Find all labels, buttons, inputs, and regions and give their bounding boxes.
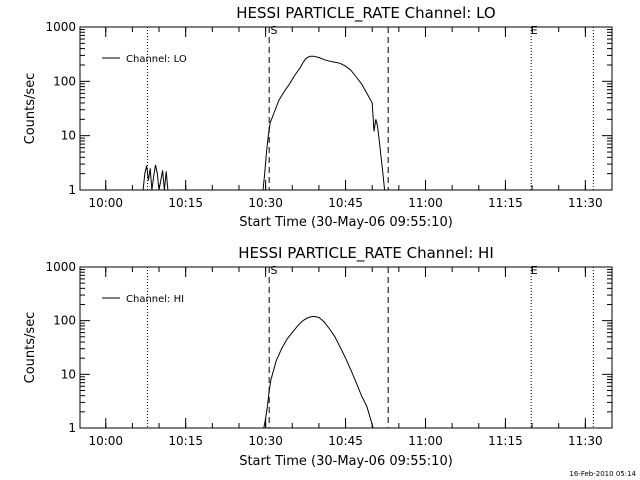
y-tick-label: 1000: [45, 260, 76, 274]
x-tick-label: 10:30: [248, 196, 283, 210]
x-tick-label: 11:15: [488, 196, 523, 210]
y-tick-label: 10: [61, 367, 76, 381]
x-tick-label: 11:00: [408, 434, 443, 448]
time-marker-e: E: [531, 24, 538, 37]
x-tick-label: 11:15: [488, 434, 523, 448]
footer-timestamp: 16-Feb-2010 05:14: [569, 470, 636, 478]
legend-label: Channel: HI: [126, 294, 184, 305]
y-tick-label: 100: [53, 314, 76, 328]
time-marker-s: S: [270, 264, 277, 277]
chart-title: HESSI PARTICLE_RATE Channel: LO: [236, 4, 495, 23]
x-tick-label: 10:45: [328, 196, 363, 210]
x-axis-label: Start Time (30-May-06 09:55:10): [239, 215, 453, 230]
chart-title: HESSI PARTICLE_RATE Channel: HI: [238, 244, 494, 263]
x-tick-label: 11:30: [568, 434, 603, 448]
x-tick-label: 10:45: [328, 434, 363, 448]
y-tick-label: 100: [53, 74, 76, 88]
x-tick-label: 10:30: [248, 434, 283, 448]
x-tick-label: 10:15: [168, 196, 203, 210]
plot-frame: [79, 266, 613, 429]
y-tick-label: 10: [61, 129, 76, 143]
x-axis-label: Start Time (30-May-06 09:55:10): [239, 454, 453, 469]
time-marker-s: S: [270, 24, 277, 37]
x-tick-label: 11:00: [408, 196, 443, 210]
y-tick-label: 1000: [45, 20, 76, 34]
y-axis-label: Counts/sec: [23, 312, 38, 384]
chart-panel-lo: HESSI PARTICLE_RATE Channel: LO 10:00 10:1…: [23, 4, 613, 230]
y-tick-label: 1: [68, 183, 76, 197]
x-tick-label: 10:15: [168, 434, 203, 448]
x-tick-label: 11:30: [568, 196, 603, 210]
series-line: [142, 55, 386, 191]
y-tick-label: 1: [68, 421, 76, 435]
x-tick-label: 10:00: [88, 434, 123, 448]
legend-label: Channel: LO: [126, 54, 187, 65]
time-marker-e: E: [531, 264, 538, 277]
chart-panel-hi: HESSI PARTICLE_RATE Channel: HI 10:00 10:1…: [23, 244, 613, 469]
series-line: [263, 315, 374, 429]
x-tick-label: 10:00: [88, 196, 123, 210]
plot-frame: [79, 26, 613, 191]
y-axis-label: Counts/sec: [23, 73, 38, 145]
